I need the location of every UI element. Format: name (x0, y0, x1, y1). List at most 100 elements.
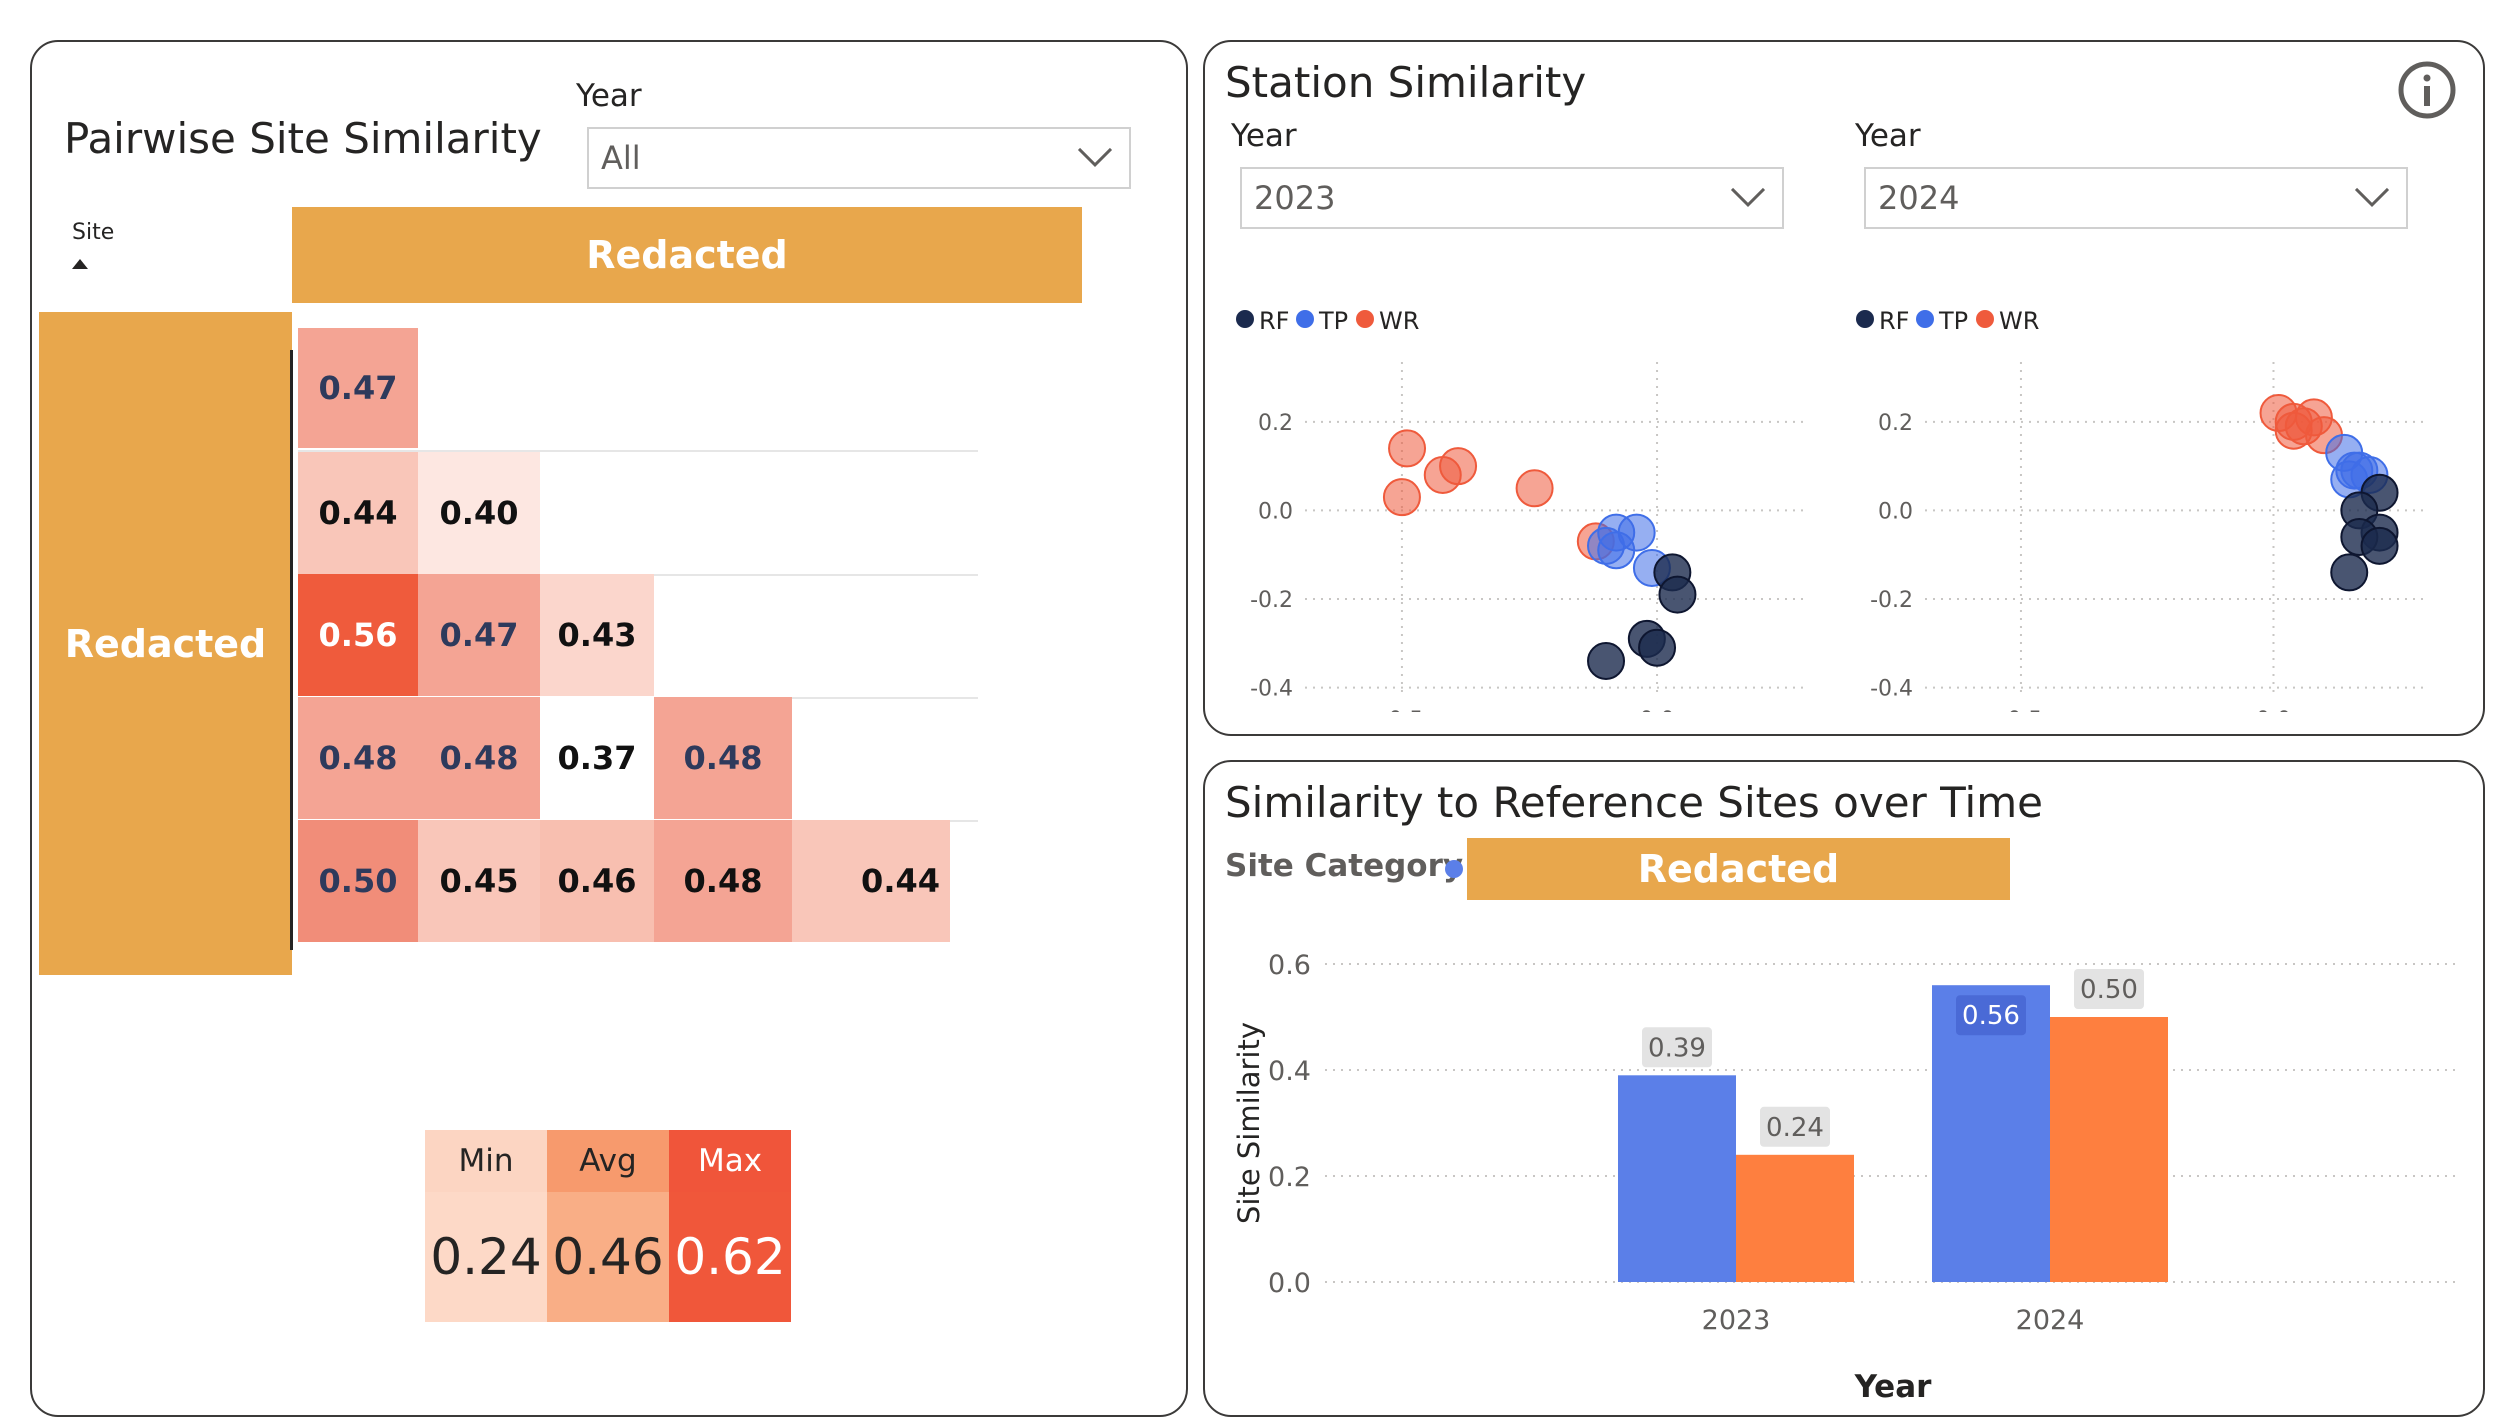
matrix-cell[interactable]: 0.46 (540, 820, 654, 942)
y-tick-label: 0.2 (1258, 411, 1293, 436)
scatter-point-wr[interactable] (1439, 447, 1478, 486)
legend-marker-icon (1976, 310, 1994, 328)
matrix-cell[interactable]: 0.48 (418, 697, 540, 819)
bar[interactable] (1736, 1154, 1854, 1282)
legend-dot-icon (1445, 860, 1463, 878)
kpi-min-value: 0.24 (425, 1192, 547, 1322)
chevron-down-icon (2354, 187, 2390, 208)
y-tick-label: 0.6 (1268, 950, 1311, 981)
matrix-cell[interactable]: 0.43 (540, 574, 654, 696)
legend-item-tp[interactable]: TP (1296, 307, 1348, 335)
matrix-cell[interactable]: 0.37 (540, 697, 654, 819)
scatter-point-rf[interactable] (2330, 553, 2369, 592)
page-title: Pairwise Site Similarity (64, 114, 542, 163)
data-label: 0.56 (1962, 1001, 2020, 1031)
y-tick-label: 0.0 (1268, 1268, 1311, 1299)
timeline-title: Similarity to Reference Sites over Time (1225, 778, 2043, 827)
y-tick-label: 0.0 (1878, 499, 1913, 524)
legend-item-wr[interactable]: WR (1356, 307, 1419, 335)
bar[interactable] (2050, 1017, 2168, 1282)
legend-item-rf[interactable]: RF (1236, 307, 1289, 335)
legend-item-tp[interactable]: TP (1916, 307, 1968, 335)
y-tick-label: 0.2 (1878, 411, 1913, 436)
scatter-point-rf[interactable] (2360, 526, 2399, 565)
matrix-cell[interactable]: 0.48 (298, 697, 418, 819)
x-tick-label: 2024 (2016, 1305, 2085, 1336)
x-tick-label: 0.0 (1640, 708, 1675, 712)
y-tick-label: 0.0 (1258, 499, 1293, 524)
kpi-avg-value: 0.46 (547, 1192, 669, 1322)
column-header-banner: Redacted (292, 207, 1082, 303)
legend-label: RF (1879, 307, 1909, 335)
kpi-max-label: Max (669, 1130, 791, 1192)
site-category-banner: Redacted (1467, 838, 2010, 900)
scatter-chart-2024: RF TP WR 0.2 0.0 -0.2 -0.4 -0.5 0.0 (1856, 307, 2425, 712)
legend-marker-icon (1856, 310, 1874, 328)
y-tick-label: -0.2 (1250, 588, 1293, 613)
matrix-cell[interactable]: 0.44 (298, 452, 418, 574)
bar[interactable] (1618, 1075, 1736, 1282)
x-axis-title: Year (1854, 1369, 1933, 1405)
legend-label: TP (1318, 307, 1348, 335)
scatter-point-tp[interactable] (1597, 531, 1636, 570)
x-tick-label: 2023 (1702, 1305, 1771, 1336)
matrix-cell[interactable]: 0.47 (298, 328, 418, 448)
matrix-cell[interactable]: 0.48 (654, 820, 792, 942)
station-right-year-label: Year (1855, 118, 1921, 154)
station-similarity-panel: Station Similarity Year 2023 Year 2024 R… (1203, 40, 2485, 736)
station-right-year-dropdown[interactable]: 2024 (1864, 167, 2408, 229)
matrix-cell[interactable]: 0.44 (792, 820, 950, 942)
station-title: Station Similarity (1225, 58, 1587, 107)
station-left-year-dropdown[interactable]: 2023 (1240, 167, 1784, 229)
legend-label: WR (1999, 307, 2039, 335)
data-label: 0.39 (1648, 1033, 1706, 1063)
station-left-year-value: 2023 (1254, 179, 1336, 217)
site-header-label: Site (72, 220, 115, 245)
bar-chart: 0.0 0.2 0.4 0.6 Site Similarity Year 2023 0.39 0… (1232, 950, 2460, 1405)
legend-item-wr[interactable]: WR (1976, 307, 2039, 335)
similarity-matrix (32, 42, 33, 43)
site-sort-header[interactable]: Site (72, 220, 114, 273)
y-tick-label: 0.4 (1268, 1056, 1311, 1087)
scatter-chart-2023: RF TP WR 0.2 0.0 -0.2 -0.4 -0.5 0.0 (1236, 307, 1805, 712)
data-label-bg (1642, 1027, 1712, 1068)
pairwise-panel: Pairwise Site Similarity Year All Site R… (30, 40, 1188, 1417)
kpi-max-value: 0.62 (669, 1192, 791, 1322)
scatter-point-wr[interactable] (1382, 478, 1421, 517)
scatter-point-wr[interactable] (1388, 429, 1427, 468)
legend-label: TP (1938, 307, 1968, 335)
sort-ascending-icon (72, 259, 88, 269)
chevron-down-icon (1077, 147, 1113, 168)
scatter-point-wr[interactable] (1515, 469, 1554, 508)
reference-similarity-panel: Similarity to Reference Sites over Time … (1203, 760, 2485, 1417)
legend-marker-icon (1916, 310, 1934, 328)
y-tick-label: -0.2 (1870, 588, 1913, 613)
scatter-point-rf[interactable] (1638, 628, 1677, 667)
info-icon[interactable] (2397, 60, 2457, 120)
matrix-row-separator (298, 450, 978, 452)
y-tick-label: -0.4 (1870, 677, 1913, 702)
data-label-bg (2074, 969, 2144, 1009)
year-label: Year (576, 78, 642, 114)
scatter-point-rf[interactable] (1587, 642, 1626, 680)
year-dropdown-value: All (601, 139, 641, 177)
data-label-bg (1760, 1106, 1830, 1147)
matrix-cell[interactable]: 0.48 (654, 697, 792, 819)
legend-marker-icon (1296, 310, 1314, 328)
matrix-cell[interactable]: 0.40 (418, 452, 540, 574)
data-label-bg (1956, 995, 2026, 1036)
matrix-cell[interactable]: 0.45 (418, 820, 540, 942)
legend-label: RF (1259, 307, 1289, 335)
row-header-banner: Redacted (39, 312, 292, 975)
legend-marker-icon (1356, 310, 1374, 328)
year-dropdown[interactable]: All (587, 127, 1131, 189)
scatter-point-rf[interactable] (1658, 575, 1697, 614)
matrix-cell[interactable]: 0.47 (418, 574, 540, 696)
data-label: 0.24 (1766, 1113, 1824, 1143)
site-category-label: Site Category (1225, 848, 1464, 884)
matrix-cell[interactable]: 0.56 (298, 574, 418, 696)
legend-item-rf[interactable]: RF (1856, 307, 1909, 335)
legend-marker-icon (1236, 310, 1254, 328)
legend-label: WR (1379, 307, 1419, 335)
matrix-cell[interactable]: 0.50 (298, 820, 418, 942)
